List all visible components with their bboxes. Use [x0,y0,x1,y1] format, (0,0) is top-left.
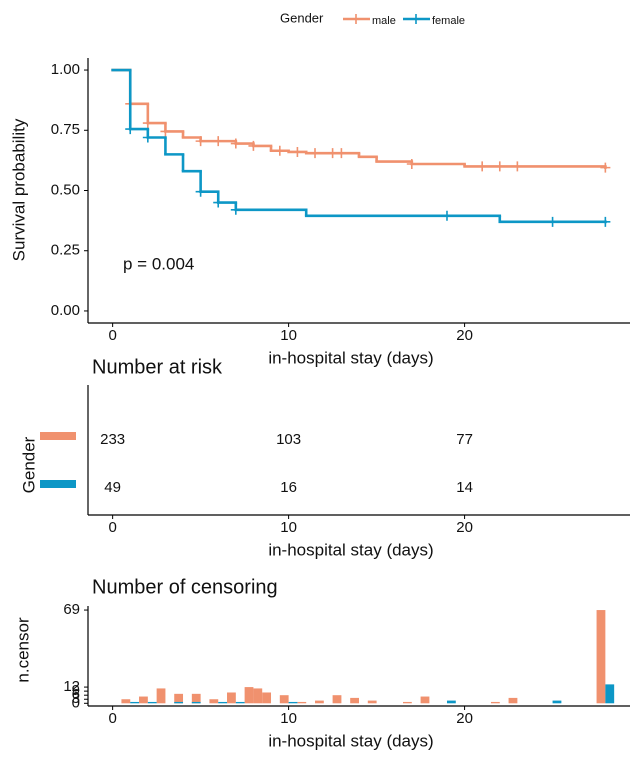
censor-mark [547,216,558,227]
censor-mark [512,161,523,172]
censor-mark [230,204,241,215]
censor-mark [195,136,206,147]
censor-bar [605,684,615,704]
censor-mark [336,148,347,159]
y-tick-label: 0.75 [51,121,80,138]
censor-mark [494,161,505,172]
censor-mark [600,216,611,227]
censor-mark [477,161,488,172]
censor-mark [160,126,171,137]
x-axis-title: in-hospital stay (days) [268,731,433,750]
legend-label: female [432,15,465,27]
censor-mark [441,210,452,221]
annotation: p = 0.004 [123,254,194,273]
y-tick-label: 0.50 [51,181,80,198]
x-tick-label: 0 [108,327,116,344]
censor-bar [121,699,131,704]
censor-bar [279,695,289,704]
risk-count: 77 [456,431,473,448]
censor-bar [446,700,456,704]
censor-bar [420,696,430,704]
y-tick-label: 3 [72,690,80,707]
x-tick-label: 10 [280,710,297,727]
legend-title: Gender [280,10,324,25]
censor-mark [292,146,303,157]
x-tick-label: 0 [108,710,116,727]
censor-bar [262,692,272,704]
legend-swatch [351,14,361,24]
censor-bar [350,697,359,704]
y-axis-title: n.censor [13,617,32,683]
risk-count: 16 [280,479,297,496]
x-axis-title: in-hospital stay (days) [268,540,433,559]
censor-mark [310,148,321,159]
row-swatch [40,480,76,488]
censor-mark [230,138,241,149]
censor-bar [130,701,140,704]
censor-bar [332,695,342,704]
censor-mark [125,124,136,135]
censor-bar [315,700,324,704]
risk-count: 14 [456,479,473,496]
censor-mark [142,132,153,143]
censor-bar [297,701,307,704]
censor-bar [174,701,184,704]
censor-bar [253,688,263,704]
x-tick-label: 10 [280,327,297,344]
censor-bar [508,697,518,704]
legend-label: male [372,15,396,27]
y-tick-label: 69 [63,601,80,618]
censor-bar [367,700,377,704]
row-swatch [40,432,76,440]
x-tick-label: 10 [280,519,297,536]
censor-mark [274,145,285,156]
censor-mark [142,118,153,129]
censor-bar [218,701,228,704]
censor-bar [244,687,254,704]
legend-swatch [411,14,421,24]
censor-bar [402,701,412,704]
x-tick-label: 20 [456,710,473,727]
panel-title: Number at risk [92,356,223,378]
censor-bar [191,693,201,704]
censor-bar [147,701,157,704]
censor-mark [213,197,224,208]
censor-bar [139,696,148,704]
censor-bar [191,701,201,704]
censor-bar [596,610,606,704]
censor-bar [156,688,166,704]
x-axis-title: in-hospital stay (days) [268,348,433,367]
risk-count: 49 [104,479,121,496]
y-tick-label: 6 [72,686,80,703]
x-tick-label: 0 [108,519,116,536]
y-tick-label: 0.25 [51,242,80,259]
y-tick-label: 1.00 [51,61,80,78]
censor-bar [227,692,236,704]
risk-count: 233 [100,431,125,448]
censor-bar [552,700,562,704]
x-tick-label: 20 [456,519,473,536]
y-tick-label: 12 [63,678,80,695]
censor-mark [248,140,259,151]
x-tick-label: 20 [456,327,473,344]
censor-mark [327,148,338,159]
censor-mark [195,186,206,197]
y-axis-title: Survival probability [9,118,28,261]
censor-bar [235,701,245,704]
censor-bar [288,701,298,704]
y-tick-label: 0 [72,694,80,711]
y-tick-label: 0.00 [51,302,80,319]
risk-count: 103 [276,431,301,448]
censor-bar [490,701,500,704]
censor-bar [209,699,219,704]
y-tick-label: 9 [72,682,80,699]
panel-title: Number of censoring [92,576,278,598]
censor-mark [213,136,224,147]
censor-mark [600,162,611,173]
censor-bar [174,693,184,704]
y-axis-title: Gender [19,436,38,493]
censor-mark [406,159,417,169]
